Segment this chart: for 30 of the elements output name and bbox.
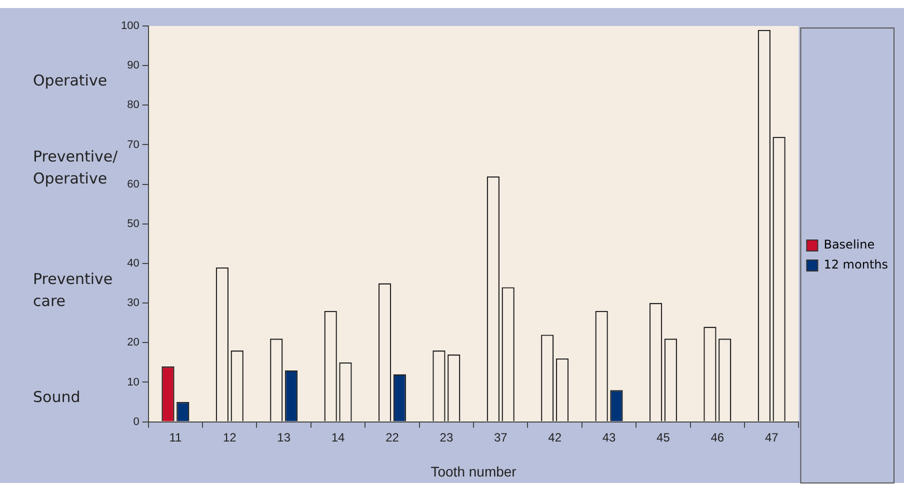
x-tick-label: 45 xyxy=(656,430,670,444)
y-tick-label: 50 xyxy=(127,218,140,230)
y-tick-label: 0 xyxy=(133,416,140,428)
text: Preventive/ Operative xyxy=(33,147,119,188)
y-tick-label: 20 xyxy=(127,336,140,349)
x-tick-label: 37 xyxy=(494,430,508,444)
legend-label: Baseline xyxy=(824,238,875,252)
legend-label: 12 months xyxy=(824,258,888,272)
x-tick-label: 43 xyxy=(602,430,616,444)
y-tick-label: 80 xyxy=(127,99,140,112)
x-tick-label: 42 xyxy=(548,430,562,444)
y-tick-label: 100 xyxy=(120,20,140,32)
y-tick-label: 40 xyxy=(127,258,140,270)
x-axis-title: Tooth number xyxy=(430,463,517,480)
x-tick-label: 46 xyxy=(710,430,724,444)
text: Sound xyxy=(33,388,80,406)
y-tick-label: 90 xyxy=(127,60,140,72)
x-tick-label: 11 xyxy=(169,430,182,444)
x-tick-label: 22 xyxy=(386,430,400,444)
y-tick-label: 30 xyxy=(127,297,140,310)
text: Operative xyxy=(33,71,108,90)
x-tick-label: 23 xyxy=(440,430,454,444)
text: Preventive care xyxy=(33,270,113,310)
y-tick-label: 70 xyxy=(127,138,140,151)
x-tick-label: 12 xyxy=(222,430,237,444)
x-tick-label: 14 xyxy=(331,430,346,444)
y-tick-label: 60 xyxy=(127,178,140,190)
x-tick-label: 13 xyxy=(277,430,291,444)
x-tick-label: 47 xyxy=(764,430,779,444)
y-tick-label: 10 xyxy=(127,376,140,388)
